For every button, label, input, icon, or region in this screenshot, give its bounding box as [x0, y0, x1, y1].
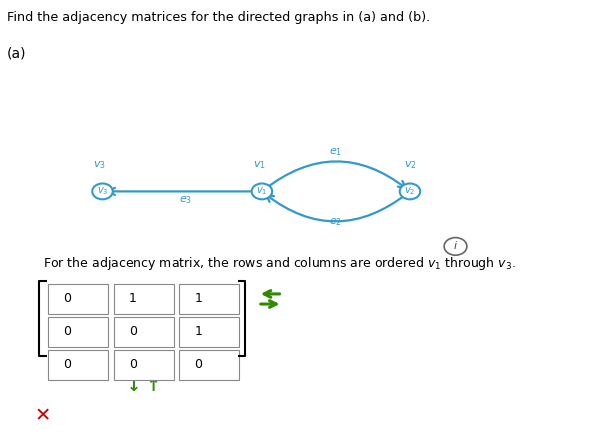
Text: i: i: [454, 242, 457, 251]
FancyBboxPatch shape: [114, 284, 174, 314]
Text: ↓ ↑: ↓ ↑: [127, 377, 160, 395]
Text: ✕: ✕: [35, 406, 51, 425]
Text: (a): (a): [7, 46, 26, 60]
Text: Find the adjacency matrices for the directed graphs in (a) and (b).: Find the adjacency matrices for the dire…: [7, 11, 430, 24]
FancyBboxPatch shape: [49, 284, 108, 314]
Text: $e_3$: $e_3$: [178, 194, 192, 206]
Text: 0: 0: [63, 292, 72, 305]
FancyBboxPatch shape: [179, 284, 239, 314]
Text: $v_1$: $v_1$: [256, 186, 268, 197]
Text: 0: 0: [63, 358, 72, 371]
Text: $v_1$: $v_1$: [253, 159, 265, 171]
Circle shape: [92, 183, 113, 199]
Circle shape: [252, 183, 272, 199]
Circle shape: [444, 238, 467, 255]
Text: $v_2$: $v_2$: [404, 159, 416, 171]
FancyBboxPatch shape: [114, 350, 174, 380]
Text: $v_3$: $v_3$: [93, 159, 106, 171]
Text: $e_1$: $e_1$: [330, 146, 342, 158]
Text: 0: 0: [194, 358, 202, 371]
Text: For the adjacency matrix, the rows and columns are ordered $v_1$ through $v_3$.: For the adjacency matrix, the rows and c…: [42, 255, 515, 272]
Circle shape: [399, 183, 420, 199]
FancyBboxPatch shape: [114, 317, 174, 347]
FancyBboxPatch shape: [179, 317, 239, 347]
Text: 1: 1: [194, 325, 202, 338]
Text: $e_2$: $e_2$: [330, 216, 342, 228]
Text: 0: 0: [63, 325, 72, 338]
Text: 1: 1: [194, 292, 202, 305]
Text: 0: 0: [129, 325, 137, 338]
Text: 0: 0: [129, 358, 137, 371]
FancyBboxPatch shape: [49, 317, 108, 347]
Text: 1: 1: [129, 292, 137, 305]
Text: $v_2$: $v_2$: [404, 186, 416, 197]
Text: $v_3$: $v_3$: [97, 186, 108, 197]
FancyBboxPatch shape: [179, 350, 239, 380]
FancyBboxPatch shape: [49, 350, 108, 380]
